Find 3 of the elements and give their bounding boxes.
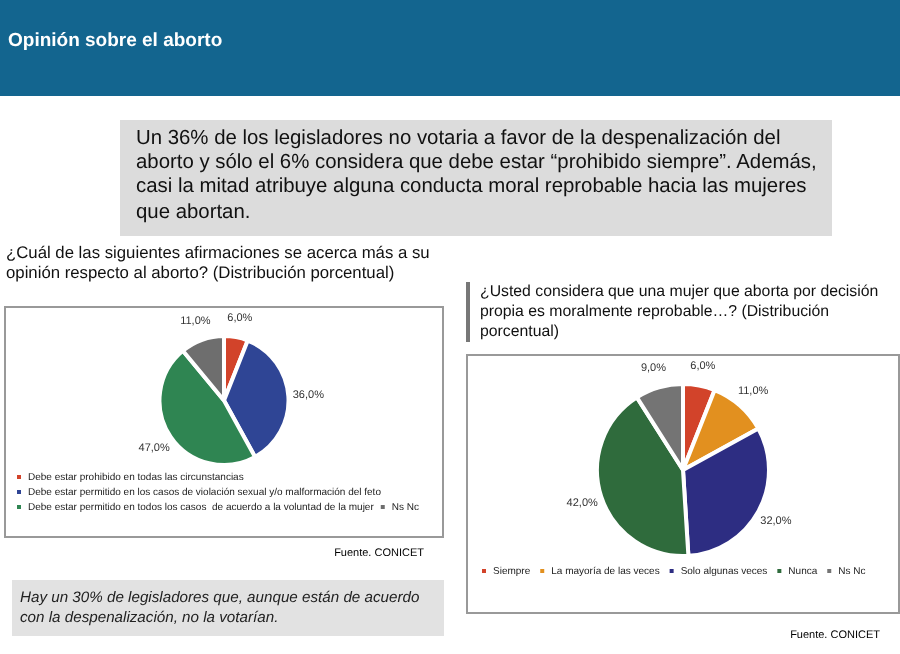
chart-title: ¿Cuál de las siguientes afirmaciones se acerca más a su opinión respecto al aborto? (Distribución porcentual)	[6, 242, 432, 282]
text: Opinión sobre el aborto	[0, 0, 900, 96]
text: Un 36% de los legisladores no votaria a favor de la despenalización del aborto y sólo el 6% considera que debe estar “prohibido siempre”. Además, casi la mitad atribuye alguna conducta moral reprobable hacia las mujeres que abortan.	[120, 120, 832, 236]
